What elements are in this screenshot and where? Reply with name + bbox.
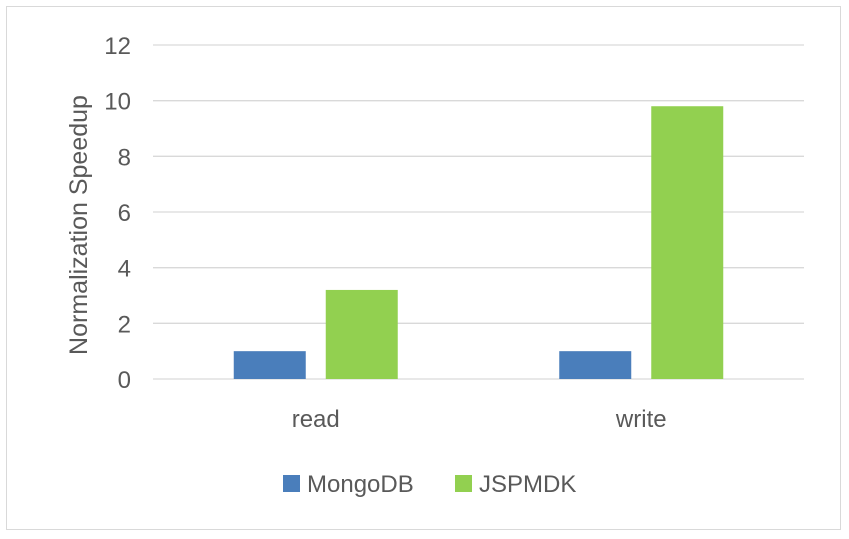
- bar-jspmdk-read: [325, 289, 398, 379]
- y-tick-label-4: 8: [118, 144, 131, 171]
- bar-jspmdk-write: [651, 106, 724, 379]
- legend-swatch-mongodb: [283, 475, 300, 492]
- bar-chart: 0 2 4 6 8 10 12 read write Normalization Speedu…: [65, 33, 804, 498]
- y-tick-labels: 0 2 4 6 8 10 12: [104, 33, 131, 394]
- legend-label-jspmdk: JSPMDK: [479, 471, 576, 498]
- y-axis-label: Normalization Speedup: [65, 95, 93, 355]
- legend: MongoDB JSPMDK: [283, 471, 576, 498]
- y-tick-label-1: 2: [118, 311, 131, 338]
- y-tick-label-5: 10: [104, 89, 131, 116]
- y-tick-label-0: 0: [118, 367, 131, 394]
- legend-swatch-jspmdk: [455, 475, 472, 492]
- chart-frame: 0 2 4 6 8 10 12 read write Normalization Speedu…: [6, 6, 841, 530]
- x-tick-label-write: write: [615, 406, 667, 433]
- x-tick-label-read: read: [292, 406, 340, 433]
- y-tick-label-3: 6: [118, 200, 131, 227]
- bar-mongodb-read: [233, 351, 306, 379]
- x-tick-labels: read write: [292, 406, 667, 433]
- y-tick-label-2: 4: [118, 256, 131, 283]
- bars: [233, 106, 724, 379]
- bar-mongodb-write: [559, 351, 632, 379]
- gridlines: [153, 44, 804, 380]
- y-tick-label-6: 12: [104, 33, 131, 60]
- legend-label-mongodb: MongoDB: [307, 471, 414, 498]
